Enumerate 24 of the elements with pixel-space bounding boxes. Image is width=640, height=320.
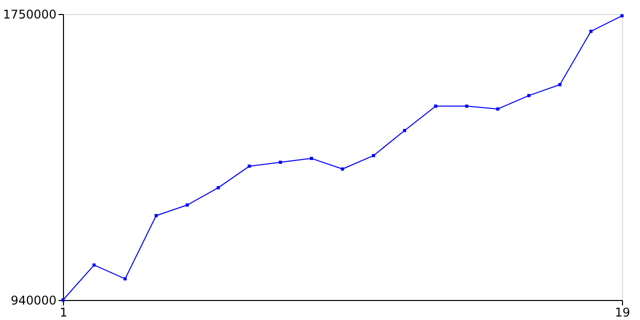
point: [372, 154, 376, 158]
point: [434, 104, 438, 108]
point: [558, 83, 562, 86]
x-tick-label: 19: [614, 306, 630, 320]
point: [154, 214, 158, 218]
point: [216, 186, 220, 190]
line-series: [61, 14, 624, 302]
point: [61, 298, 65, 302]
point: [340, 167, 344, 171]
point: [92, 263, 96, 267]
x-tick-label: 1: [60, 306, 68, 320]
point: [589, 30, 593, 33]
point: [465, 104, 468, 108]
point: [186, 203, 189, 207]
point: [278, 160, 282, 164]
point: [527, 94, 530, 98]
point: [403, 128, 406, 132]
point: [248, 164, 251, 168]
point: [310, 156, 314, 160]
y-tick-label: 1750000: [3, 8, 56, 22]
y-tick-label: 940000: [10, 294, 56, 308]
point: [496, 107, 500, 111]
point: [620, 14, 624, 18]
point: [124, 277, 127, 280]
